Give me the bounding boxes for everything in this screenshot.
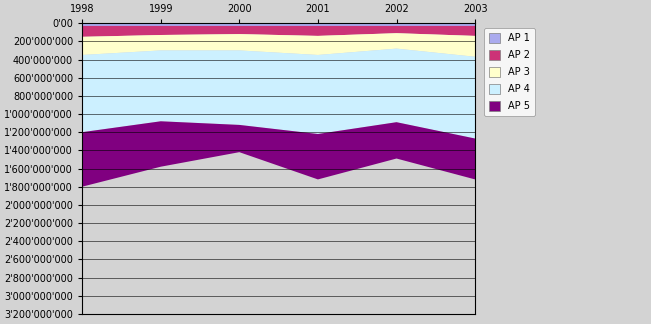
Legend: AP 1, AP 2, AP 3, AP 4, AP 5: AP 1, AP 2, AP 3, AP 4, AP 5 bbox=[484, 28, 535, 116]
